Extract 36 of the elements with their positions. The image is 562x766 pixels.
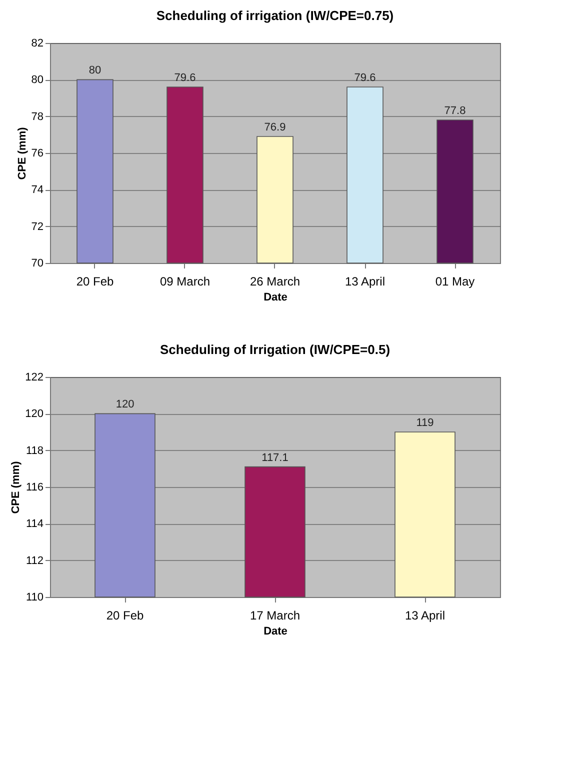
x-tick-label: 26 March — [250, 274, 300, 288]
y-tick-label: 70 — [31, 258, 44, 270]
x-axis-title: Date — [264, 292, 288, 304]
y-tick-label: 110 — [26, 592, 44, 604]
data-label: 120 — [116, 398, 134, 411]
y-tick-label: 72 — [31, 220, 44, 233]
x-tick-label: 13 April — [344, 274, 386, 288]
data-label: 79.6 — [354, 72, 376, 84]
y-axis-title: CPE (mm) — [16, 126, 28, 180]
y-tick-label: 120 — [25, 408, 44, 420]
chart-title: Scheduling of irrigation (IW/CPE=0.75) — [156, 8, 394, 23]
y-tick-label: 76 — [31, 148, 44, 160]
x-tick-label: 09 March — [160, 274, 210, 288]
y-tick-label: 116 — [26, 482, 44, 494]
y-tick-label: 112 — [26, 554, 44, 567]
y-axis-title: CPE (mm) — [10, 460, 22, 514]
y-tick-label: 118 — [26, 444, 44, 457]
x-tick-label: 20 Feb — [76, 274, 114, 288]
data-label: 77.8 — [444, 105, 466, 117]
chart-title: Scheduling of Irrigation (IW/CPE=0.5) — [160, 342, 390, 357]
x-axis-title: Date — [264, 626, 288, 638]
y-tick-label: 80 — [31, 74, 44, 86]
x-tick-label: 13 April — [404, 608, 446, 622]
x-tick-label: 01 May — [435, 274, 475, 288]
x-tick-label: 20 Feb — [106, 608, 144, 622]
x-tick-label: 17 March — [250, 608, 300, 622]
y-tick-label: 114 — [26, 518, 44, 530]
data-label: 80 — [88, 64, 102, 77]
data-label: 119 — [416, 417, 434, 429]
y-tick-label: 82 — [31, 38, 44, 50]
data-label: 79.6 — [174, 72, 196, 84]
y-tick-label: 78 — [31, 110, 44, 123]
y-tick-label: 74 — [31, 184, 44, 196]
y-tick-label: 122 — [25, 372, 44, 384]
data-label: 117.1 — [262, 452, 288, 464]
data-label: 76.9 — [264, 122, 286, 134]
